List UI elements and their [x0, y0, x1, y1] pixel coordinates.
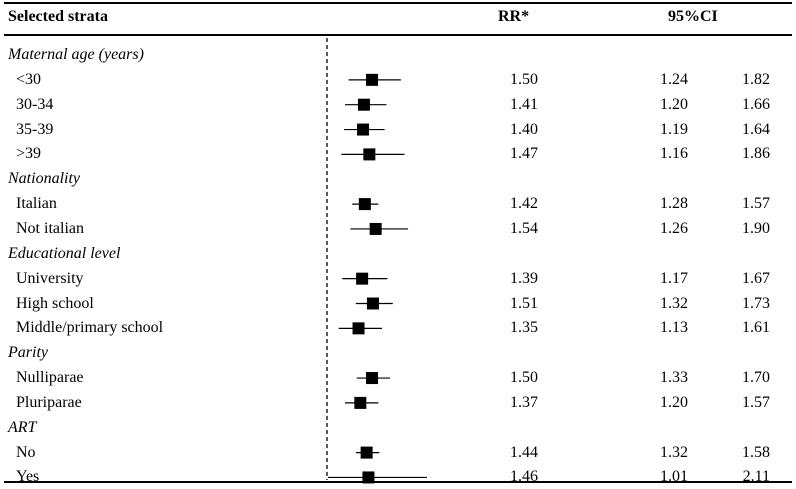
- ci-lower-value: 1.19: [660, 120, 688, 138]
- header-rule: [4, 34, 792, 36]
- group-row: Educational level: [0, 242, 796, 266]
- group-label: Parity: [8, 344, 48, 362]
- stratum-row: Nulliparae 1.50 1.33 1.70: [0, 366, 796, 390]
- group-label: Nationality: [8, 170, 80, 188]
- rr-value: 1.50: [510, 369, 538, 387]
- ci-upper-value: 1.86: [742, 145, 770, 163]
- rr-value: 1.42: [510, 195, 538, 213]
- rr-value: 1.46: [510, 468, 538, 486]
- stratum-label: <30: [16, 70, 42, 88]
- rr-value: 1.51: [510, 294, 538, 312]
- ci-lower-value: 1.32: [660, 294, 688, 312]
- stratum-label: University: [16, 269, 84, 287]
- group-row: Parity: [0, 341, 796, 365]
- stratum-row: No 1.44 1.32 1.58: [0, 441, 796, 465]
- stratum-row: 35-39 1.40 1.19 1.64: [0, 118, 796, 142]
- ci-upper-value: 1.73: [742, 294, 770, 312]
- stratum-label: Pluriparae: [16, 393, 82, 411]
- stratum-row: Pluriparae 1.37 1.20 1.57: [0, 391, 796, 415]
- group-label: ART: [8, 418, 37, 436]
- ci-upper-value: 1.70: [742, 369, 770, 387]
- ci-lower-value: 1.01: [660, 468, 688, 486]
- ci-lower-value: 1.20: [660, 95, 688, 113]
- ci-lower-value: 1.32: [660, 443, 688, 461]
- rr-value: 1.39: [510, 269, 538, 287]
- ci-lower-value: 1.16: [660, 145, 688, 163]
- stratum-label: Not italian: [16, 219, 84, 237]
- stratum-label: High school: [16, 294, 94, 312]
- group-label: Educational level: [8, 244, 121, 262]
- ci-upper-value: 1.66: [742, 95, 770, 113]
- ci-upper-value: 1.64: [742, 120, 770, 138]
- ci-lower-value: 1.13: [660, 319, 688, 337]
- stratum-label: Yes: [16, 468, 40, 486]
- ci-upper-value: 1.67: [742, 269, 770, 287]
- rr-value: 1.54: [510, 219, 538, 237]
- stratum-row: Yes 1.46 1.01 2.11: [0, 465, 796, 489]
- stratum-label: Nulliparae: [16, 369, 84, 387]
- header-rr: RR*: [498, 8, 530, 25]
- ci-upper-value: 1.82: [742, 70, 770, 88]
- stratum-row: Not italian 1.54 1.26 1.90: [0, 217, 796, 241]
- group-row: ART: [0, 416, 796, 440]
- ci-lower-value: 1.28: [660, 195, 688, 213]
- group-label: Maternal age (years): [8, 46, 144, 63]
- top-rule: [4, 2, 792, 4]
- ci-upper-value: 2.11: [742, 468, 770, 486]
- group-row: Maternal age (years): [0, 43, 796, 67]
- stratum-label: 35-39: [16, 120, 54, 138]
- ci-lower-value: 1.26: [660, 219, 688, 237]
- header-95ci: 95%CI: [668, 8, 718, 25]
- stratum-label: >39: [16, 145, 42, 163]
- rr-value: 1.41: [510, 95, 538, 113]
- stratum-row: University 1.39 1.17 1.67: [0, 267, 796, 291]
- ci-upper-value: 1.57: [742, 195, 770, 213]
- rr-value: 1.44: [510, 443, 538, 461]
- ci-lower-value: 1.24: [660, 70, 688, 88]
- rr-value: 1.40: [510, 120, 538, 138]
- rr-value: 1.47: [510, 145, 538, 163]
- stratum-label: Middle/primary school: [16, 319, 164, 337]
- ci-upper-value: 1.58: [742, 443, 770, 461]
- stratum-row: 30-34 1.41 1.20 1.66: [0, 93, 796, 117]
- ci-upper-value: 1.61: [742, 319, 770, 337]
- ci-upper-value: 1.90: [742, 219, 770, 237]
- stratum-row: High school 1.51 1.32 1.73: [0, 292, 796, 316]
- stratum-row: >39 1.47 1.16 1.86: [0, 142, 796, 166]
- stratum-label: No: [16, 443, 36, 461]
- rr-value: 1.35: [510, 319, 538, 337]
- header-selected-strata: Selected strata: [8, 8, 108, 25]
- ci-lower-value: 1.17: [660, 269, 688, 287]
- rr-value: 1.37: [510, 393, 538, 411]
- stratum-label: 30-34: [16, 95, 54, 113]
- ci-upper-value: 1.57: [742, 393, 770, 411]
- stratum-label: Italian: [16, 195, 57, 213]
- rr-value: 1.50: [510, 70, 538, 88]
- ci-lower-value: 1.33: [660, 369, 688, 387]
- stratum-row: <30 1.50 1.24 1.82: [0, 68, 796, 92]
- stratum-row: Middle/primary school 1.35 1.13 1.61: [0, 316, 796, 340]
- bottom-rule: [4, 481, 792, 483]
- stratum-row: Italian 1.42 1.28 1.57: [0, 192, 796, 216]
- group-row: Nationality: [0, 167, 796, 191]
- ci-lower-value: 1.20: [660, 393, 688, 411]
